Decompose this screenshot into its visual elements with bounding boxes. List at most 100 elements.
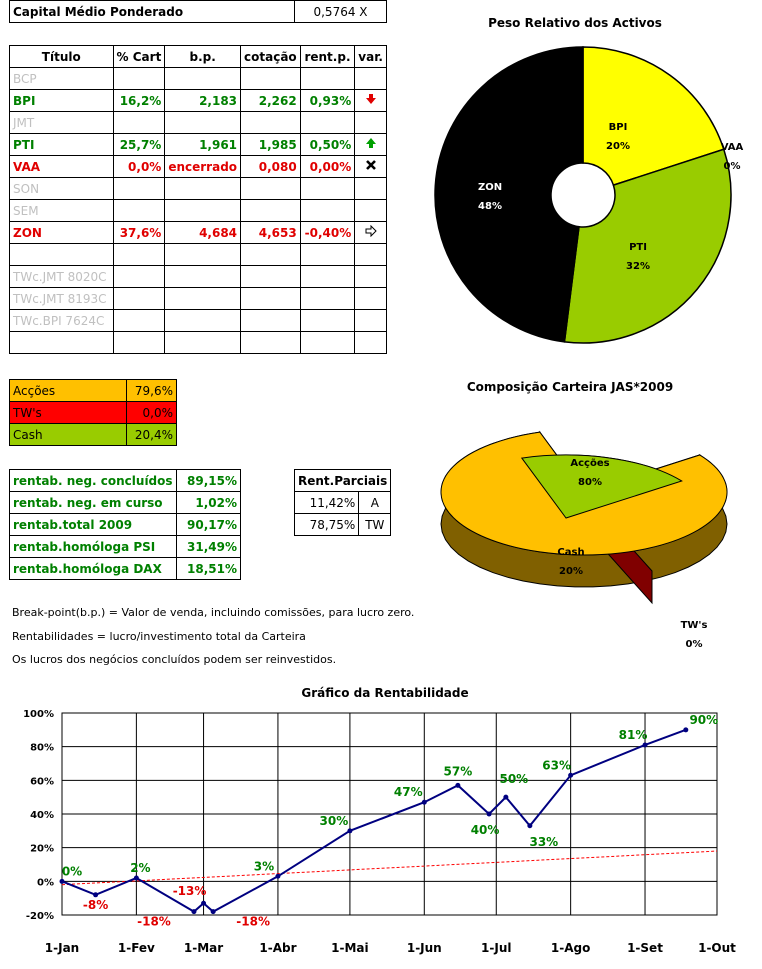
cell-titulo: PTI	[9, 133, 114, 156]
data-point	[527, 823, 533, 829]
x-tick-label: 1-Mai	[331, 941, 368, 955]
cell-rent	[299, 177, 356, 200]
cell-titulo: VAA	[9, 155, 114, 178]
note-rentabilidades: Rentabilidades = lucro/investimento tota…	[12, 630, 306, 643]
cell-rent	[299, 67, 356, 90]
cell-bp	[164, 243, 242, 266]
rentability-row: rentab.homóloga DAX 18,51%	[9, 557, 242, 580]
cell-cart: 16,2%	[112, 89, 166, 112]
col-bp: b.p.	[164, 45, 242, 68]
cell-cart	[112, 199, 166, 222]
data-label: 50%	[499, 772, 528, 786]
cell-cart	[112, 331, 166, 354]
data-point	[275, 873, 281, 879]
cell-var	[354, 287, 387, 310]
data-point	[133, 875, 139, 881]
capital-label: Capital Médio Ponderado	[9, 0, 295, 23]
data-label: 33%	[529, 835, 558, 849]
col-cart: % Cart	[112, 45, 166, 68]
table-row: TWc.JMT 8193C	[9, 287, 387, 310]
data-point	[683, 727, 689, 733]
line-title: Gráfico da Rentabilidade	[301, 686, 468, 700]
y-tick-label: 20%	[30, 844, 54, 855]
col-titulo: Título	[9, 45, 114, 68]
cell-cot	[240, 309, 301, 332]
rentability-line-chart: Gráfico da Rentabilidade -20% 0% 20% 40% 60%…	[23, 686, 736, 955]
table-row	[9, 243, 387, 266]
pie2-slice-cash	[520, 454, 683, 519]
rentability-label: rentab. neg. em curso	[9, 491, 177, 514]
rentability-line	[61, 728, 687, 913]
right-arrow-icon	[365, 224, 377, 238]
cell-var	[354, 221, 387, 244]
cell-bp: 4,684	[164, 221, 242, 244]
cell-var	[354, 331, 387, 354]
data-label: 0%	[62, 864, 82, 878]
cell-rent	[299, 243, 356, 266]
rentability-row: rentab.total 2009 90,17%	[9, 513, 242, 536]
table-row: TWc.BPI 7624C	[9, 309, 387, 332]
cell-cot: 2,262	[240, 89, 301, 112]
cell-rent: 0,93%	[299, 89, 356, 112]
allocation-table: Acções 79,6% TW's 0,0% Cash 20,4%	[9, 379, 177, 446]
data-label: 90%	[689, 713, 718, 727]
cell-cart	[112, 67, 166, 90]
data-point	[455, 782, 461, 788]
cell-rent: 0,50%	[299, 133, 356, 156]
cell-rent: 0,00%	[299, 155, 356, 178]
data-point	[421, 799, 427, 805]
data-label: 40%	[471, 823, 500, 837]
x-tick-label: 1-Ago	[551, 941, 590, 955]
cell-rent: -0,40%	[299, 221, 356, 244]
cell-cot: 4,653	[240, 221, 301, 244]
cell-cot: 0,080	[240, 155, 301, 178]
cell-titulo: TWc.JMT 8020C	[9, 265, 114, 288]
data-label: 3%	[254, 859, 274, 873]
pie1-label: ZON	[478, 182, 502, 193]
x-icon	[365, 160, 376, 170]
partial-rent-table: Rent.Parciais 11,42% A 78,75% TW	[293, 469, 392, 536]
y-tick-label: 60%	[30, 776, 54, 787]
partial-rent-value: 78,75%	[293, 513, 360, 536]
cell-rent	[299, 265, 356, 288]
cell-cart	[112, 309, 166, 332]
table-row: SEM	[9, 199, 387, 222]
up-green-arrow-icon	[365, 138, 376, 148]
rentability-label: rentab.total 2009	[9, 513, 177, 536]
cell-cot	[240, 177, 301, 200]
partial-rent-code: TW	[358, 513, 392, 536]
cell-cart: 25,7%	[112, 133, 166, 156]
allocation-value: 0,0%	[126, 401, 177, 424]
cell-var	[354, 89, 387, 112]
cell-bp: 1,961	[164, 133, 242, 156]
cell-bp	[164, 331, 242, 354]
allocation-label: Acções	[9, 379, 127, 402]
pie1-title: Peso Relativo dos Activos	[488, 16, 662, 30]
cell-bp	[164, 67, 242, 90]
cell-titulo	[9, 331, 114, 354]
allocation-row: Cash 20,4%	[9, 423, 177, 446]
composition-pie-chart: Composição Carteira JAS*2009 Acções 80% TW…	[440, 380, 728, 650]
cell-var	[354, 309, 387, 332]
cell-bp: 2,183	[164, 89, 242, 112]
cell-var	[354, 199, 387, 222]
portfolio-table: Título % Cart b.p. cotação rent.p. var. …	[9, 45, 387, 354]
cell-bp	[164, 199, 242, 222]
cell-var	[354, 243, 387, 266]
allocation-row: TW's 0,0%	[9, 401, 177, 424]
data-point	[93, 892, 99, 898]
pie2-label: TW's	[681, 620, 708, 631]
note-breakpoint: Break-point(b.p.) = Valor de venda, incl…	[12, 606, 415, 619]
cell-cot	[240, 199, 301, 222]
x-tick-label: 1-Fev	[118, 941, 155, 955]
cell-rent	[299, 309, 356, 332]
rentability-row: rentab. neg. em curso 1,02%	[9, 491, 242, 514]
data-label: -13%	[173, 884, 207, 898]
data-label: -18%	[236, 915, 270, 929]
cell-titulo: BCP	[9, 67, 114, 90]
data-point	[347, 828, 353, 834]
cell-titulo: ZON	[9, 221, 114, 244]
cell-var	[354, 155, 387, 178]
x-tick-label: 1-Jul	[481, 941, 511, 955]
cell-cart	[112, 243, 166, 266]
